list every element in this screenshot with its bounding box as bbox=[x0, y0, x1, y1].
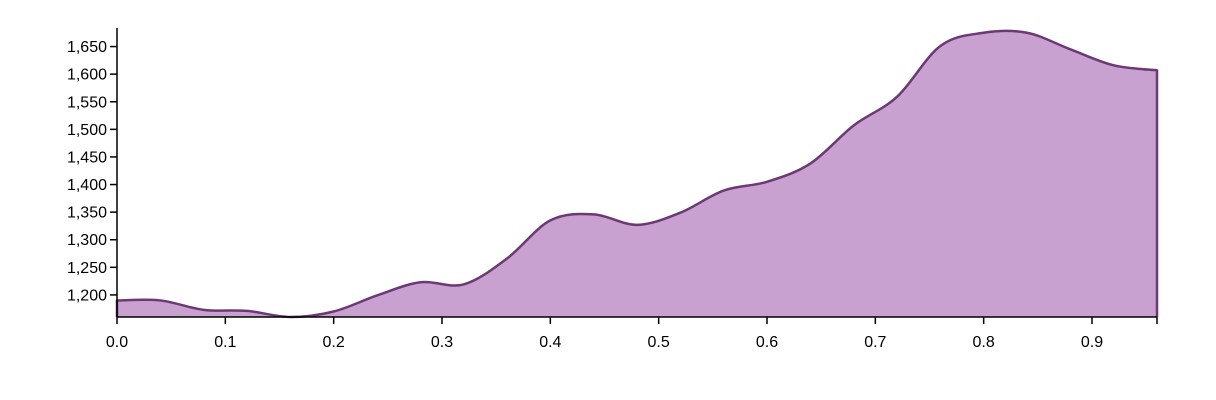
plot-area bbox=[115, 29, 1159, 319]
y-tick-label: 1,650 bbox=[67, 39, 107, 56]
y-tick-label: 1,500 bbox=[67, 122, 107, 139]
y-tick-label: 1,200 bbox=[67, 287, 107, 304]
x-tick-label: 0.4 bbox=[539, 334, 561, 351]
x-tick-label: 0.7 bbox=[864, 334, 886, 351]
y-tick-label: 1,400 bbox=[67, 177, 107, 194]
y-tick-label: 1,350 bbox=[67, 205, 107, 222]
x-tick-label: 0.9 bbox=[1081, 334, 1103, 351]
x-tick-label: 0.0 bbox=[106, 334, 128, 351]
y-tick-label: 1,550 bbox=[67, 94, 107, 111]
x-tick-label: 0.8 bbox=[973, 334, 995, 351]
y-tick-label: 1,600 bbox=[67, 67, 107, 84]
axes: 1,200 1,250 1,300 1,350 1,400 1,450 1,500 1,550… bbox=[67, 28, 1158, 351]
x-tick-label: 0.2 bbox=[323, 334, 345, 351]
y-tick-label: 1,450 bbox=[67, 149, 107, 166]
x-tick-label: 0.5 bbox=[648, 334, 670, 351]
y-tick-label: 1,300 bbox=[67, 232, 107, 249]
y-tick-label: 1,250 bbox=[67, 260, 107, 277]
area-fill bbox=[117, 30, 1157, 318]
x-tick-label: 0.6 bbox=[756, 334, 778, 351]
x-tick-label: 0.3 bbox=[431, 334, 453, 351]
x-tick-label: 0.1 bbox=[214, 334, 236, 351]
